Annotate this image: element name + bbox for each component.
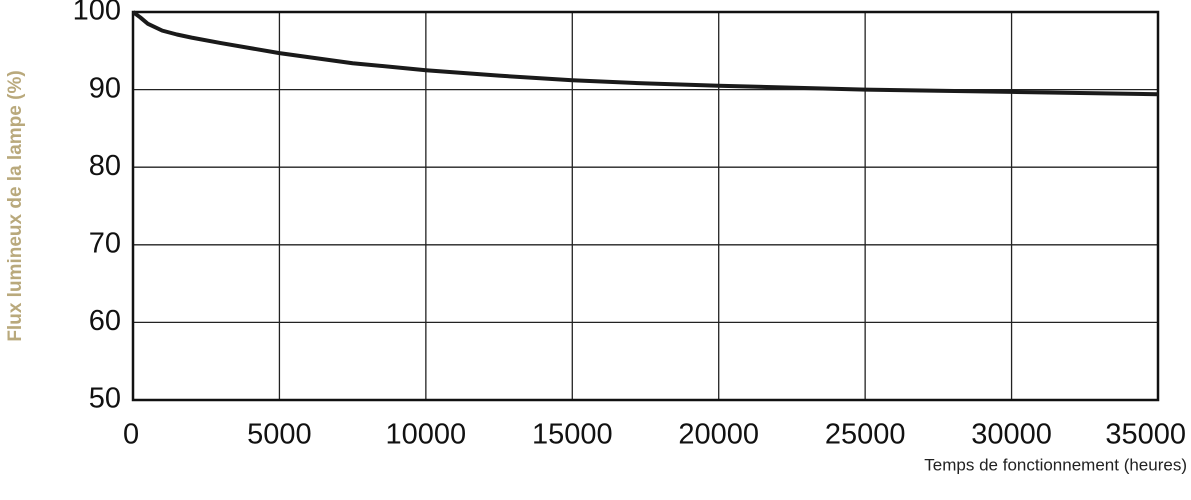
plot-frame: [131, 10, 1160, 402]
y-tick-label: 50: [89, 383, 121, 415]
y-tick-label: 90: [89, 72, 121, 104]
x-tick-label: 30000: [971, 419, 1052, 451]
x-tick-label: 0: [123, 419, 139, 451]
x-tick-label: 25000: [825, 419, 906, 451]
x-axis-label: Temps de fonctionnement (heures): [924, 455, 1187, 474]
y-tick-label: 100: [73, 0, 121, 27]
data-line: [131, 10, 1159, 97]
x-tick-label: 5000: [247, 419, 312, 451]
x-tick-label: 15000: [532, 419, 613, 451]
y-tick-label: 70: [89, 227, 121, 259]
y-axis-label: Flux lumineux de la lampe (%): [5, 70, 26, 341]
y-tick-label: 80: [89, 150, 121, 182]
x-tick-label: 10000: [386, 419, 467, 451]
x-tick-label: 20000: [678, 419, 759, 451]
y-tick-label: 60: [89, 305, 121, 337]
x-tick-label: 35000: [1105, 419, 1186, 451]
